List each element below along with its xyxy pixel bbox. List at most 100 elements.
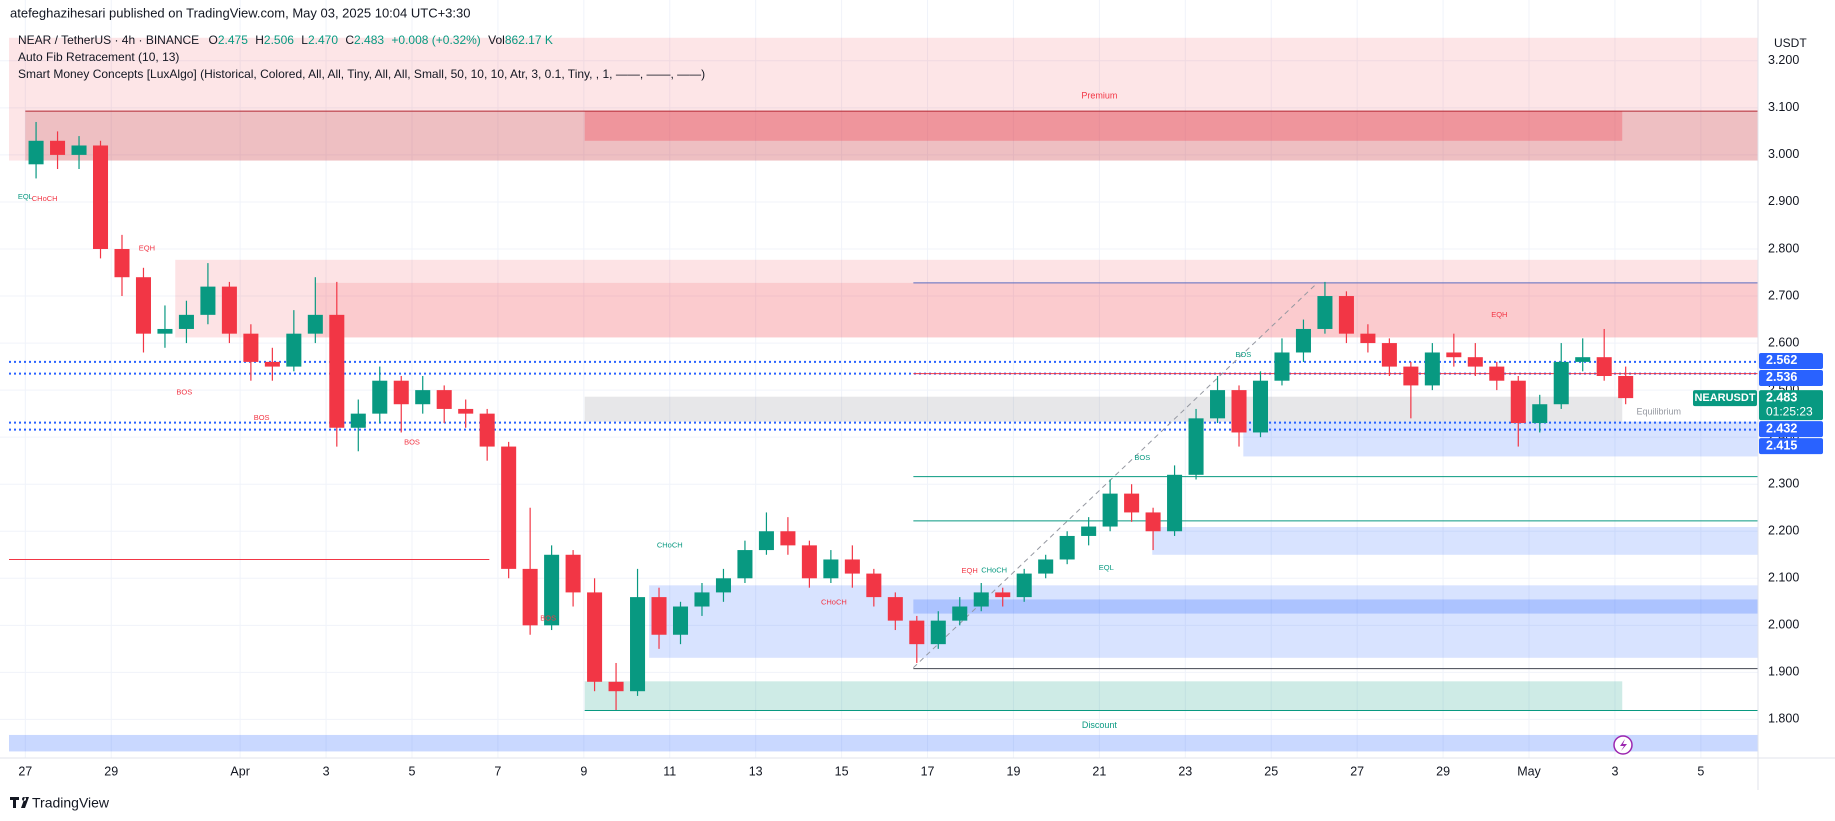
candle-body (135, 277, 151, 334)
candle-body (243, 333, 259, 362)
annotation: EQH (139, 244, 155, 253)
annotation: EQH (962, 566, 978, 575)
y-tick-label: 3.200 (1768, 53, 1799, 67)
annotation: BOS (176, 387, 192, 396)
candle-body (1360, 333, 1376, 344)
x-tick-label: 21 (1092, 764, 1106, 778)
annotation: Discount (1082, 720, 1118, 730)
candle-body (1295, 328, 1311, 353)
icon-bolt[interactable] (1620, 739, 1627, 751)
candle-body (1489, 366, 1505, 381)
price-tag-label: 2.483 (1766, 390, 1797, 404)
candle-body (329, 314, 345, 428)
candle-body (479, 413, 495, 447)
zone (25, 111, 1759, 161)
candle-body (758, 531, 774, 551)
x-tick-label: 29 (1436, 764, 1450, 778)
zone (913, 599, 1758, 614)
candles (28, 121, 1634, 711)
candle-body (672, 606, 689, 635)
y-tick-label: 2.900 (1768, 194, 1799, 208)
y-tick-label: 1.900 (1768, 665, 1799, 679)
x-tick-label: 3 (323, 764, 330, 778)
y-tick-label: 2.600 (1768, 335, 1799, 349)
candle-body (1553, 361, 1569, 405)
legend-key: L (301, 33, 308, 47)
annotation: EQL (18, 192, 33, 201)
candle-body (92, 145, 109, 249)
zone (9, 734, 1758, 752)
indicator-label[interactable]: Auto Fib Retracement (10, 13) (18, 50, 179, 64)
candle-body (587, 592, 603, 682)
candle-body (780, 531, 796, 546)
zone (584, 396, 1623, 422)
grid (0, 0, 1758, 758)
legend-key: C (345, 33, 354, 47)
candle-body (737, 550, 753, 579)
y-tick-label: 2.800 (1768, 241, 1799, 255)
legend-value: 862.17 K (505, 33, 553, 47)
legend-key: O (209, 33, 218, 47)
y-tick-label: 2.200 (1768, 524, 1799, 538)
candle-body (651, 597, 667, 635)
candle-body (221, 286, 237, 334)
indicator-label[interactable]: Smart Money Concepts [LuxAlgo] (Historic… (18, 67, 705, 81)
logo-text: TradingView (32, 795, 110, 811)
y-tick-label: 2.700 (1768, 288, 1799, 302)
candle-body (1252, 380, 1269, 433)
annotation: CHoCH (657, 540, 683, 549)
candle-body (1338, 296, 1354, 334)
candle-body (1145, 512, 1161, 532)
logo: TradingView (10, 795, 110, 811)
x-tick-label: 13 (749, 764, 763, 778)
candle-body (952, 606, 968, 621)
x-tick-label: 3 (1611, 764, 1618, 778)
x-tick-label: 9 (580, 764, 587, 778)
price-tag (1759, 390, 1823, 421)
candle-body (694, 592, 710, 607)
candle-body (1102, 493, 1118, 527)
x-tick-label: 11 (663, 764, 676, 778)
x-tick-label: 5 (1697, 764, 1704, 778)
candle-body (393, 380, 409, 405)
legend-main: NEAR / TetherUS · 4h · BINANCE O2.475 H2… (18, 33, 553, 47)
annotation: CHoCH (32, 194, 58, 203)
x-tick-label: 15 (835, 764, 849, 778)
zone (649, 585, 1758, 658)
currency-box[interactable] (1762, 33, 1822, 55)
candle-body (372, 380, 388, 414)
y-tick-label: 2.100 (1768, 571, 1799, 585)
candle-body (823, 559, 839, 579)
candle-body (565, 554, 581, 593)
zone (584, 681, 1623, 711)
annotation: BOS (1235, 350, 1251, 359)
candle-body (178, 314, 194, 329)
candle-body (436, 390, 452, 409)
x-tick-label: 5 (409, 764, 416, 778)
zones (9, 37, 1759, 752)
annotation: CHoCH (981, 565, 1007, 574)
candle-body (1038, 559, 1054, 574)
x-tick-label: Apr (230, 764, 249, 778)
candle-body (1317, 296, 1333, 329)
candle-body (415, 390, 431, 405)
candle-body (1575, 357, 1591, 362)
legend-change: +0.008 (+0.32%) (391, 33, 480, 47)
annotation: CHoCH (821, 598, 847, 607)
legend-value: 2.483 (354, 33, 384, 47)
candle-body (1467, 357, 1483, 367)
candle-body (501, 446, 517, 569)
publisher: atefeghazihesari published on TradingVie… (10, 5, 470, 20)
symbol-tag-label: NEARUSDT (1694, 392, 1755, 404)
annotation: EQL (1099, 563, 1114, 572)
x-tick-label: 19 (1007, 764, 1021, 778)
y-tick-label: 3.100 (1768, 100, 1799, 114)
candle-body (264, 361, 280, 367)
replay-icon[interactable] (1613, 735, 1633, 755)
currency[interactable]: USDT (1774, 36, 1807, 50)
annotation: BOS (404, 437, 420, 446)
candle-body (50, 140, 66, 155)
annotation: BOS (540, 613, 556, 622)
